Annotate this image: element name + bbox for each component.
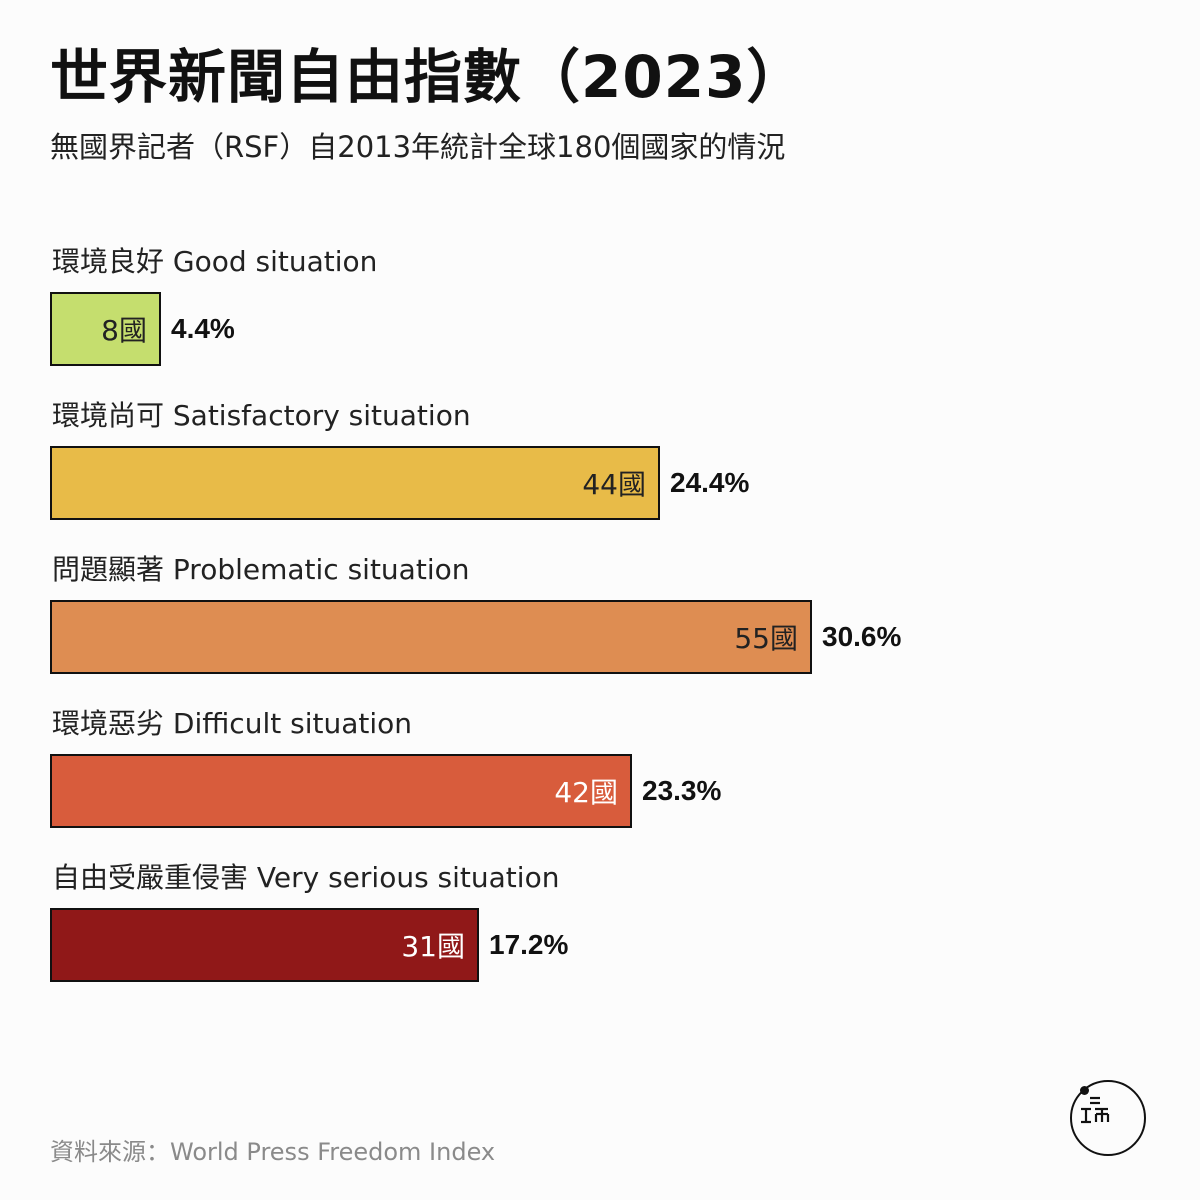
bar-percent-label: 24.4%	[670, 467, 750, 498]
bar-percent-label: 30.6%	[822, 621, 902, 652]
bar-percent-label: 4.4%	[171, 313, 235, 344]
bar: 42國	[50, 754, 632, 828]
bar: 31國	[50, 908, 479, 982]
bar-count-label: 31國	[401, 930, 465, 963]
bar-count-label: 55國	[734, 622, 798, 655]
bar-percent-label: 17.2%	[489, 929, 569, 960]
bar: 8國	[50, 292, 161, 366]
bar: 55國	[50, 600, 812, 674]
category-label: 環境良好 Good situation	[52, 245, 378, 278]
category-label: 問題顯著 Problematic situation	[52, 553, 470, 586]
category-label: 環境惡劣 Difficult situation	[52, 707, 412, 740]
bar-count-label: 8國	[101, 314, 147, 347]
chart-subtitle: 無國界記者（RSF）自2013年統計全球180個國家的情況	[50, 130, 786, 164]
chart-title: 世界新聞自由指數（2023）	[50, 43, 806, 111]
bar-count-label: 44國	[582, 468, 646, 501]
brand-logo-icon	[1070, 1080, 1146, 1156]
bar-count-label: 42國	[554, 776, 618, 809]
source-note: 資料來源：World Press Freedom Index	[50, 1138, 496, 1166]
bar-percent-label: 23.3%	[642, 775, 722, 806]
category-label: 環境尚可 Satisfactory situation	[52, 399, 471, 432]
category-label: 自由受嚴重侵害 Very serious situation	[52, 861, 560, 894]
bar: 44國	[50, 446, 660, 520]
